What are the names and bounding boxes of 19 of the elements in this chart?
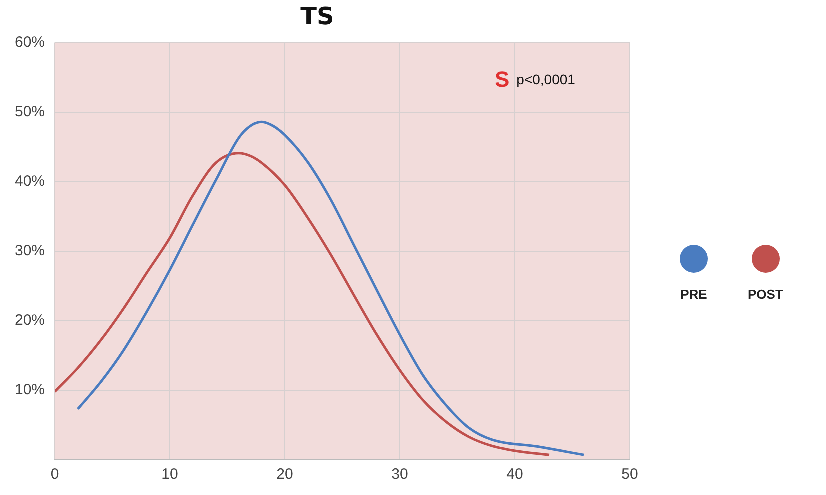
- y-tick-label: 60%: [14, 34, 46, 51]
- x-tick-label: 0: [50, 466, 60, 484]
- y-tick-label: 20%: [14, 312, 46, 330]
- line-series: [76, 120, 586, 456]
- legend-label: PRE: [680, 287, 708, 302]
- y-tick-label: 30%: [14, 242, 46, 260]
- y-tick-label: 10%: [14, 382, 46, 399]
- x-tick-label: 40: [506, 466, 524, 484]
- legend-label: POST: [748, 287, 784, 302]
- y-tick-label: 40%: [14, 173, 46, 190]
- x-tick-label: 50: [622, 466, 638, 484]
- annotation: S: [495, 66, 510, 92]
- x-tick-label: 30: [392, 466, 408, 484]
- x-tick-label: 20: [276, 466, 294, 484]
- y-tick-label: 50%: [14, 103, 46, 120]
- chart-title: TS: [300, 2, 334, 31]
- line-series: [55, 152, 551, 456]
- annotation: p<0,0001: [516, 72, 576, 88]
- x-tick-label: 10: [162, 466, 178, 484]
